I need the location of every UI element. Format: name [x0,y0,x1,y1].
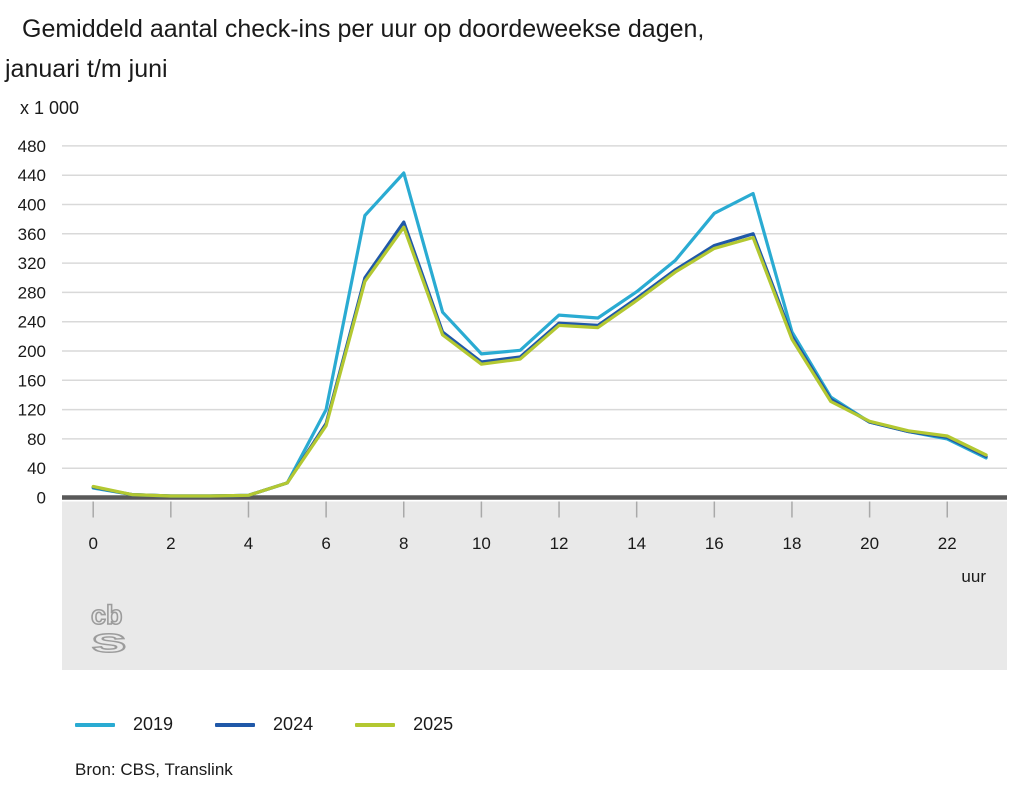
y-tick-label: 480 [18,137,46,156]
y-tick-label: 200 [18,342,46,361]
y-tick-label: 280 [18,283,46,302]
source-text: Bron: CBS, Translink [75,760,233,779]
y-tick-label: 160 [18,371,46,390]
y-tick-label: 240 [18,313,46,332]
x-tick-label: 10 [472,534,491,553]
line-chart: 0 40 80 120 160 200 240 280 320 360 400 440 480 0 2 4 6 8… [18,137,1007,670]
legend-item-2024: 2024 [215,714,313,735]
legend-label-2024: 2024 [273,714,314,734]
x-tick-label: 8 [399,534,408,553]
y-tick-label: 40 [27,459,46,478]
legend-swatch-2019 [75,722,115,727]
x-tick-label: 20 [860,534,879,553]
x-tick-label: 0 [88,534,97,553]
x-tick-label: 18 [782,534,801,553]
y-tick-label: 320 [18,254,46,273]
legend-swatch-2025 [355,722,396,727]
legend-label-2025: 2025 [413,714,454,734]
y-axis-unit-label: x 1 000 [20,98,80,118]
y-tick-label: 0 [37,489,46,508]
x-tick-label: 6 [321,534,330,553]
series-line-2025 [91,225,988,498]
y-tick-label: 440 [18,166,46,185]
cbs-logo-text: s [91,621,127,659]
chart-legend: 2019 2024 2025 [75,714,453,735]
legend-label-2019: 2019 [133,714,174,734]
x-tick-label: 14 [627,534,646,553]
x-tick-label: 2 [166,534,175,553]
series-line-2019 [91,171,988,498]
chart-title-line2: januari t/m juni [5,55,168,83]
x-tick-label: 12 [550,534,569,553]
cbs-logo-text: cb [91,600,123,630]
y-tick-label: 400 [18,196,46,215]
x-tick-label: 4 [244,534,253,553]
legend-swatch-2024 [215,722,256,727]
x-axis-title: uur [961,567,986,586]
cbs-logo: cbs [90,599,128,660]
legend-item-2019: 2019 [75,714,173,735]
x-tick-label: 22 [938,534,957,553]
x-axis-band [62,501,1007,670]
x-tick-label: 16 [705,534,724,553]
chart-title-line1: Gemiddeld aantal check-ins per uur op do… [22,15,705,43]
y-tick-label: 80 [27,430,46,449]
y-tick-label: 360 [18,225,46,244]
y-tick-label: 120 [18,401,46,420]
legend-item-2025: 2025 [355,714,453,735]
